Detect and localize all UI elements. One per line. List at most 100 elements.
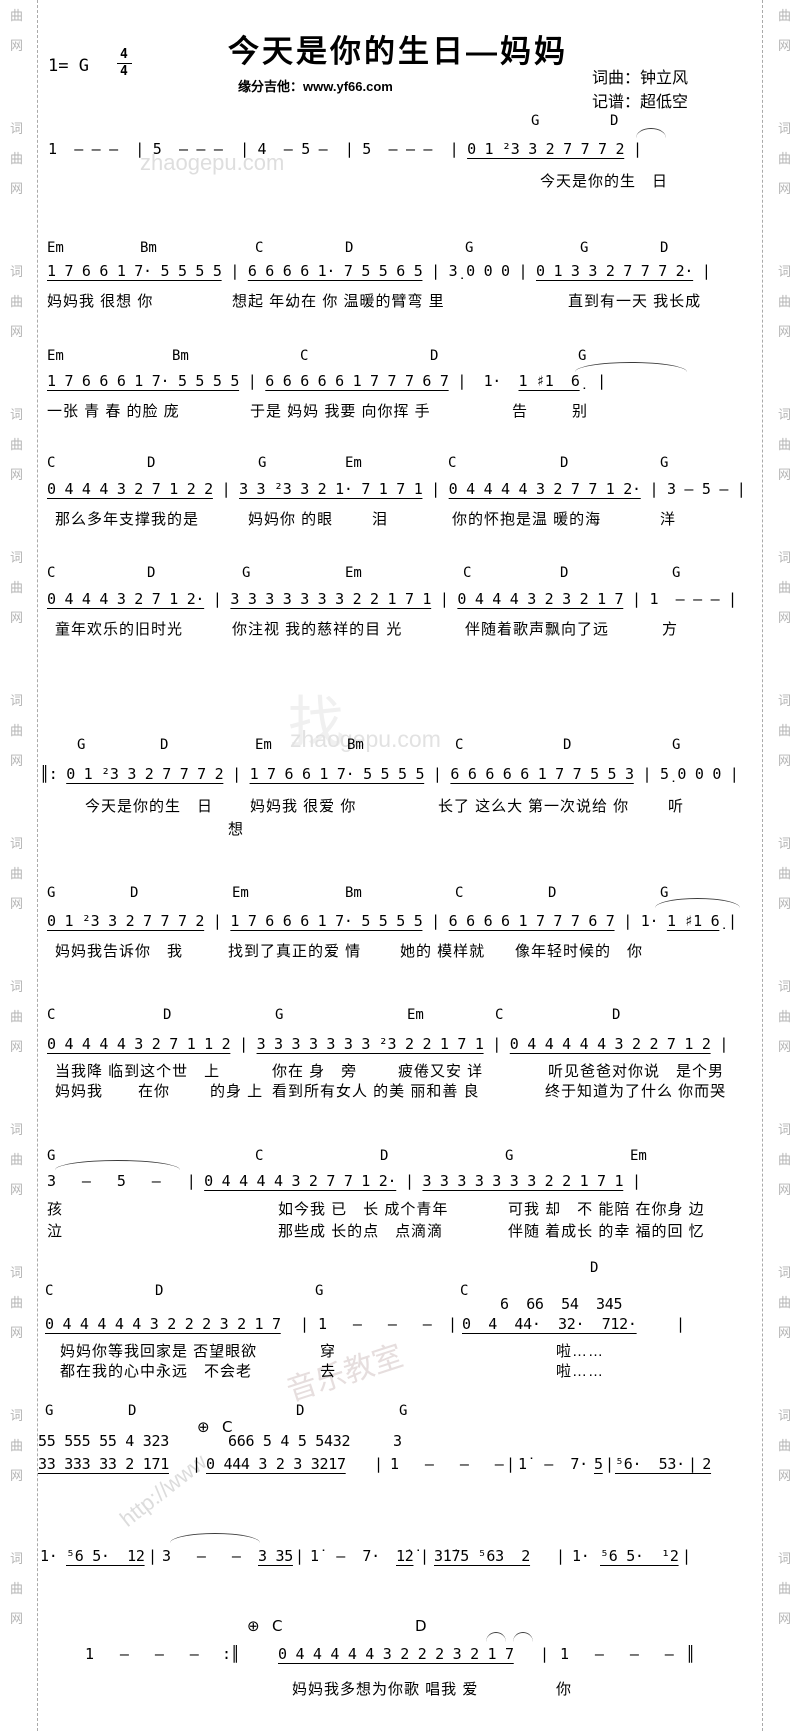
margin-site-text: 词 [10, 979, 24, 994]
notes-segment: | [431, 590, 458, 608]
margin-site-text: 曲 [10, 1295, 24, 1310]
notes-segment: | [422, 912, 449, 930]
margin-site-text: 网 [10, 1325, 24, 1340]
notes-segment: 0 1 ²3 3 2 7 7 7 2 [66, 765, 224, 783]
notes-segment: | [483, 1035, 510, 1053]
chord-label: D [130, 885, 139, 901]
lyric-text: 伴随着歌声飘向了远 [465, 621, 610, 638]
notes-segment: 1 — — — [649, 590, 720, 608]
notes-segment: | [506, 1455, 515, 1473]
lyric-text: 你注视 我的慈祥的目 光 [232, 621, 403, 638]
slur-arc [513, 1632, 533, 1642]
margin-site-text: 曲 [778, 1438, 792, 1453]
notes-segment: | [420, 1547, 429, 1565]
chord-label: D [590, 1260, 599, 1276]
chord-label: C [455, 885, 464, 901]
lyric-text: 啦…… [556, 1363, 605, 1380]
lyric-text: 啦…… [556, 1343, 605, 1360]
chord-label: C [255, 240, 264, 256]
notes-segment: | [688, 1455, 697, 1473]
notes-segment: 1 — — — [85, 1645, 199, 1663]
lyric-text: 告 [512, 403, 529, 420]
margin-site-text: 词 [778, 407, 792, 422]
notes-segment: 1· [572, 1547, 599, 1565]
notes-segment: 0 1 ²3 3 2 7 7 7 2 [467, 140, 625, 158]
notes-segment: 3̇1̇75 ⁵63 2 [434, 1547, 531, 1565]
notes-segment: 0 444 3 2 3 3217 [206, 1455, 346, 1473]
notes-segment: 1 ♯1 6̣ [666, 912, 720, 930]
notes-segment: 0 4 4 4 3 2 7 1 2 2 [47, 480, 213, 498]
margin-site-text: 曲 [10, 1438, 24, 1453]
margin-site-text: 词 [778, 264, 792, 279]
notes-segment: 1 7 6 6 6 1 7· 5 5 5 5 [230, 912, 423, 930]
slur-arc [575, 362, 687, 372]
notes-segment: | [422, 262, 449, 280]
lyric-text: 今天是你的生 日 [85, 798, 214, 815]
chord-label: G [672, 737, 681, 753]
lyric-text: 童年欢乐的旧时光 [55, 621, 184, 638]
notes-line: 1 7 6 6 6 1 7· 5 5 5 5 | 6 6 6 6 6 1 7 7… [47, 372, 606, 390]
notes-segment: 3 — 5 — | [47, 1172, 205, 1190]
margin-dashed-line [762, 0, 763, 1731]
margin-site-text: 词 [10, 836, 24, 851]
notes-line: 0 1 ²3 3 2 7 7 7 2 | 1 7 6 6 6 1 7· 5 5 … [47, 912, 737, 930]
lyric-text: 疲倦又安 详 [398, 1063, 484, 1080]
chord-label: G [505, 1148, 514, 1164]
notes-segment: ⁵6 5· 12 [66, 1547, 145, 1565]
lyric-text: 那些成 长的点 点滴滴 [278, 1223, 444, 1240]
lyric-text: 方 [662, 621, 679, 638]
margin-site-text: 曲 [10, 866, 24, 881]
key-signature: 1= G [48, 56, 89, 76]
notes-segment: 0 4 4 4 3 2 7 1 2· [47, 590, 205, 608]
chord-label: D [155, 1283, 164, 1299]
margin-site-text: 曲 [778, 866, 792, 881]
notes-line: ║: 0 1 ²3 3 2 7 7 7 2 | 1 7 6 6 1 7· 5 5… [40, 765, 739, 783]
coda-symbol: C [272, 1617, 283, 1635]
chord-label: Em [47, 240, 64, 256]
chord-label: G [315, 1283, 324, 1299]
notes-segment: ║ [686, 1645, 695, 1663]
margin-site-text: 词 [10, 550, 24, 565]
chord-label: C [300, 348, 309, 364]
notes-segment: 3 [393, 1432, 402, 1450]
margin-site-text: 词 [10, 1122, 24, 1137]
notes-segment: 1 — — — | 5 — — — | 4 — 5 — | 5 — — — | [48, 140, 468, 158]
margin-site-text: 曲 [10, 1152, 24, 1167]
chord-label: G [258, 455, 267, 471]
margin-site-text: 网 [10, 38, 24, 53]
notes-segment: | [448, 1315, 457, 1333]
margin-site-text: 网 [778, 753, 792, 768]
notes-segment: 666 5 4 5 5432 [228, 1432, 351, 1450]
notes-segment: | [540, 1645, 549, 1663]
lyric-text: 去 [320, 1363, 337, 1380]
margin-site-text: 词 [10, 1265, 24, 1280]
margin-site-text: 网 [10, 753, 24, 768]
notes-segment: 1 — — — [560, 1645, 674, 1663]
notes-segment: 1 — — — [390, 1455, 504, 1473]
notes-segment: 0 1 ²3 3 2 7 7 7 2 [47, 912, 205, 930]
slur-arc [55, 1160, 180, 1170]
lyric-text: 当我降 临到这个世 上 [55, 1063, 221, 1080]
notes-segment: | [192, 1455, 201, 1473]
chord-label: C [47, 565, 56, 581]
notes-segment: 0 4 4 4 4 3 2 7 7 1 2· [204, 1172, 397, 1190]
lyric-text: 直到有一天 我长成 [568, 293, 702, 310]
lyric-text: 在你 [138, 1083, 171, 1100]
margin-site-text: 网 [10, 1039, 24, 1054]
coda-symbol: C [222, 1418, 233, 1436]
chord-label: D [160, 737, 169, 753]
notes-segment: 3 3 3 3 3 3 3 ²3 2 2 1 7 1 [256, 1035, 484, 1053]
notes-segment: | [624, 140, 642, 158]
margin-site-text: 网 [778, 1325, 792, 1340]
lyric-text: 听 [668, 798, 685, 815]
chord-label: D [163, 1007, 172, 1023]
page-title: 今天是你的生日—妈妈 [228, 34, 568, 69]
notes-segment: 0 4 4 4 4 3 2 7 7 1 2· [448, 480, 641, 498]
margin-site-text: 曲 [10, 294, 24, 309]
notes-segment: | [239, 372, 266, 390]
coda-symbol: ⊕ [197, 1418, 210, 1436]
notes-segment: | [148, 1547, 157, 1565]
notes-segment: | [633, 765, 660, 783]
notes-segment: 0 4 4 4 4 4 3 2 2 7 1 2 [509, 1035, 711, 1053]
watermark-text: zhaogepu.com [140, 150, 285, 175]
